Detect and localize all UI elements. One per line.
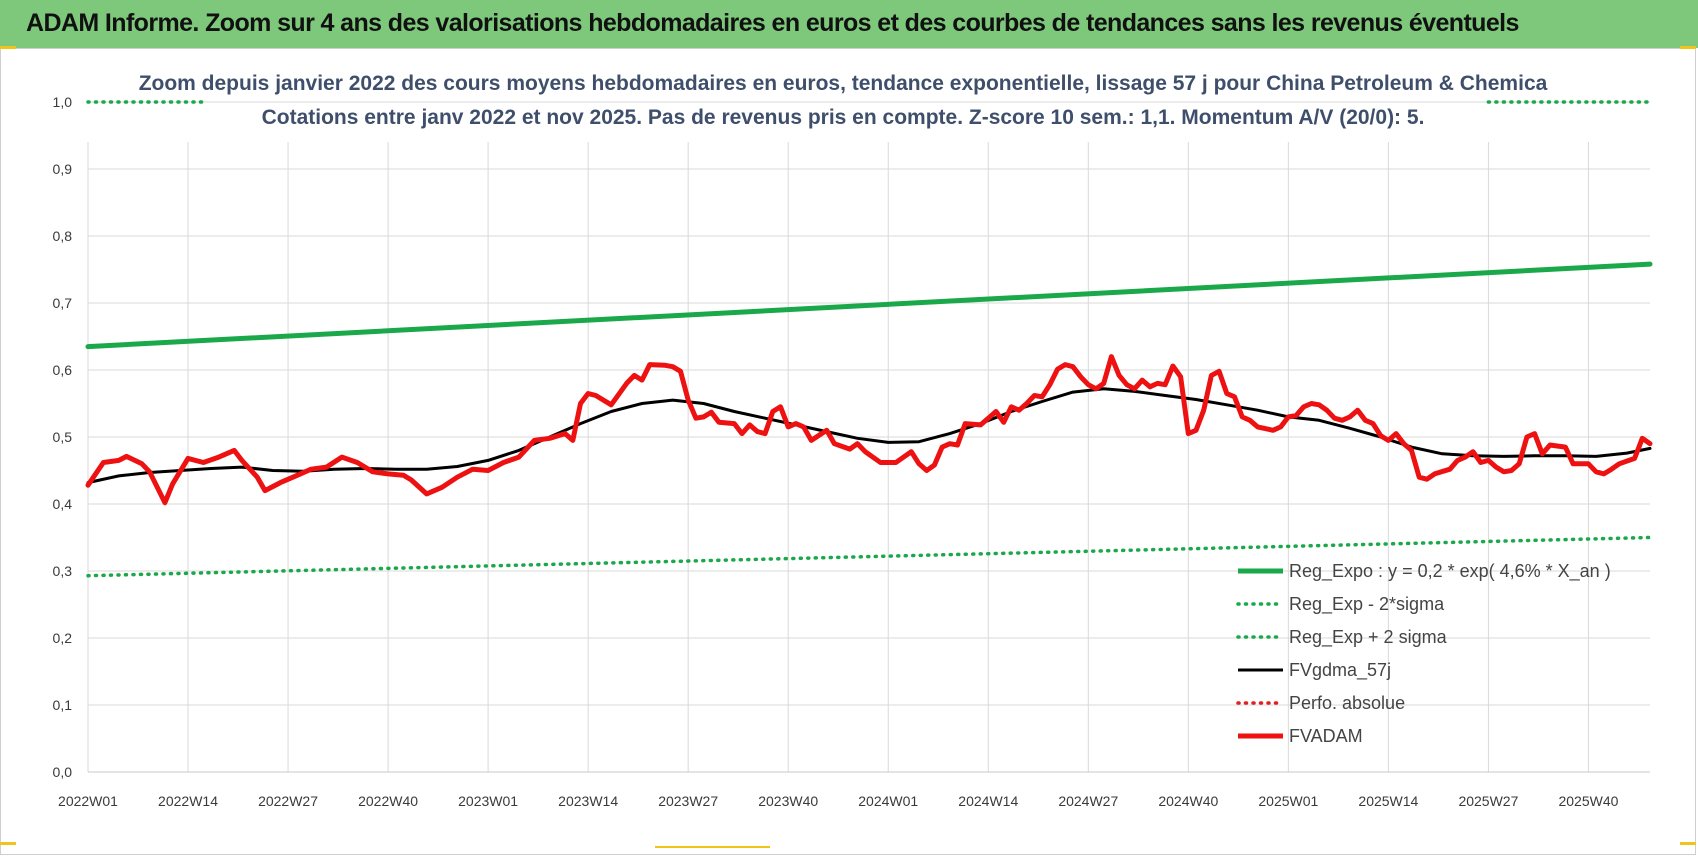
x-tick-label: 2023W01 <box>458 793 518 809</box>
grid-lines <box>87 101 1650 773</box>
x-axis-ticks: 2022W01 2022W14 2022W27 2022W40 2023W01 2023W… <box>58 793 1619 809</box>
legend-label: Reg_Exp - 2*sigma <box>1289 594 1445 615</box>
x-tick-label: 2023W14 <box>558 793 618 809</box>
y-tick-label: 0,2 <box>53 630 73 646</box>
y-tick-label: 0,8 <box>53 228 73 244</box>
corner-accent <box>655 846 770 848</box>
x-tick-label: 2024W27 <box>1058 793 1118 809</box>
y-tick-label: 0,5 <box>53 429 73 445</box>
x-tick-label: 2022W40 <box>358 793 418 809</box>
x-tick-label: 2025W40 <box>1558 793 1618 809</box>
y-tick-label: 0,4 <box>53 496 73 512</box>
x-tick-label: 2022W27 <box>258 793 318 809</box>
x-tick-label: 2024W01 <box>858 793 918 809</box>
x-tick-label: 2024W14 <box>958 793 1018 809</box>
y-tick-label: 0,7 <box>53 295 73 311</box>
series-line-1 <box>86 535 1652 578</box>
series-line-3 <box>86 387 1652 485</box>
x-tick-label: 2024W40 <box>1158 793 1218 809</box>
report-title: ADAM Informe. Zoom sur 4 ans des valoris… <box>26 9 1519 37</box>
legend-label: FVADAM <box>1289 726 1363 746</box>
corner-accent <box>1680 46 1696 49</box>
x-tick-label: 2025W27 <box>1458 793 1518 809</box>
x-tick-label: 2025W14 <box>1358 793 1418 809</box>
x-tick-label: 2022W01 <box>58 793 118 809</box>
y-tick-label: 0,9 <box>53 161 73 177</box>
legend-label: Perfo. absolue <box>1289 693 1405 713</box>
corner-accent <box>1680 842 1696 845</box>
chart-subtitle: Cotations entre janv 2022 et nov 2025. P… <box>262 106 1425 129</box>
series-line-5 <box>85 354 1653 506</box>
y-tick-label: 0,0 <box>53 764 73 780</box>
y-tick-label: 1,0 <box>53 94 73 110</box>
x-tick-label: 2023W40 <box>758 793 818 809</box>
x-tick-label: 2025W01 <box>1258 793 1318 809</box>
corner-accent <box>0 842 16 845</box>
series-lines <box>85 100 1653 578</box>
y-axis-ticks: 0,0 0,1 0,2 0,3 0,4 0,5 0,6 0,7 0,8 0,9 1,0 <box>53 94 73 780</box>
x-tick-label: 2023W27 <box>658 793 718 809</box>
chart-title: Zoom depuis janvier 2022 des cours moyen… <box>139 72 1548 95</box>
legend-label: Reg_Exp + 2 sigma <box>1289 627 1448 648</box>
corner-accent <box>0 46 16 49</box>
x-tick-label: 2022W14 <box>158 793 218 809</box>
legend-label: FVgdma_57j <box>1289 660 1391 681</box>
y-tick-label: 0,1 <box>53 697 73 713</box>
chart-frame <box>0 48 1696 855</box>
chart-legend: Reg_Expo : y = 0,2 * exp( 4,6% * X_an ) R… <box>1236 561 1611 746</box>
legend-label: Reg_Expo : y = 0,2 * exp( 4,6% * X_an ) <box>1289 561 1611 582</box>
y-tick-label: 0,6 <box>53 362 73 378</box>
y-tick-label: 0,3 <box>53 563 73 579</box>
title-banner: ADAM Informe. Zoom sur 4 ans des valoris… <box>0 0 1698 48</box>
series-line-0 <box>85 261 1653 350</box>
